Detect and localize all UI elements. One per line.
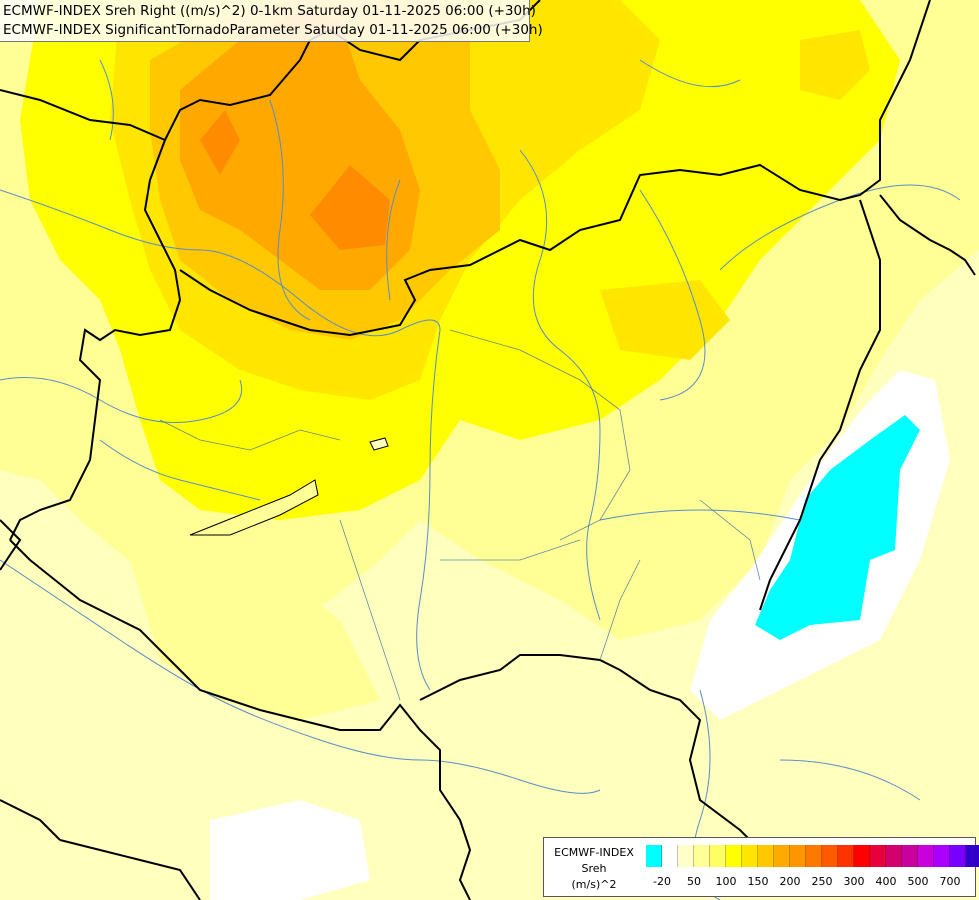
legend-swatch (646, 845, 662, 867)
legend-swatch (662, 845, 678, 867)
color-legend: ECMWF-INDEX Sreh (m/s)^2 -20 50 100 150 200 2… (543, 837, 979, 897)
legend-swatch (774, 845, 790, 867)
legend-label-line-1: ECMWF-INDEX (554, 846, 634, 859)
legend-swatch (886, 845, 902, 867)
legend-tick-label: 500 (907, 875, 929, 888)
legend-label-line-3: (m/s)^2 (571, 878, 617, 891)
legend-swatch (918, 845, 934, 867)
legend-swatch (934, 845, 950, 867)
legend-swatch (806, 845, 822, 867)
legend-tick-label: 50 (687, 875, 701, 888)
field-band-dark-orange (310, 165, 390, 250)
legend-tick-label: 100 (715, 875, 737, 888)
legend-tick-label: 700 (939, 875, 961, 888)
region-borders (159, 329, 761, 701)
legend-tick-label: 200 (779, 875, 801, 888)
legend-tick-label: 150 (747, 875, 769, 888)
legend-swatch (838, 845, 854, 867)
legend-color-bar (646, 845, 979, 867)
lake-small (369, 437, 389, 451)
legend-swatch (742, 845, 758, 867)
legend-swatch (966, 845, 979, 867)
legend-swatch (694, 845, 710, 867)
field-band-light-yellow-south (130, 560, 380, 720)
legend-tick-label: 250 (811, 875, 833, 888)
legend-swatch (902, 845, 918, 867)
legend-swatch (710, 845, 726, 867)
legend-swatch (822, 845, 838, 867)
legend-swatch (758, 845, 774, 867)
field-band-gold-northeast (800, 30, 870, 100)
map-title-box: ECMWF-INDEX Sreh Right ((m/s)^2) 0-1km S… (0, 0, 543, 42)
legend-swatch (854, 845, 870, 867)
field-band-cyan (755, 415, 920, 640)
legend-tick-label: 300 (843, 875, 865, 888)
map-title-line-2: ECMWF-INDEX SignificantTornadoParameter … (3, 22, 543, 38)
legend-swatch (790, 845, 806, 867)
lake-balaton (189, 479, 319, 536)
legend-tick-label: -20 (653, 875, 671, 888)
legend-tick-label: 400 (875, 875, 897, 888)
field-band-gold-east (600, 280, 730, 360)
field-band-white-south (210, 800, 370, 900)
legend-label-line-2: Sreh (581, 862, 607, 875)
map-title-line-1: ECMWF-INDEX Sreh Right ((m/s)^2) 0-1km S… (3, 3, 536, 19)
legend-swatch (678, 845, 694, 867)
legend-swatch (950, 845, 966, 867)
rivers (0, 59, 961, 900)
legend-swatch (870, 845, 886, 867)
field-band-dark-orange-north (200, 110, 240, 175)
legend-swatch (726, 845, 742, 867)
